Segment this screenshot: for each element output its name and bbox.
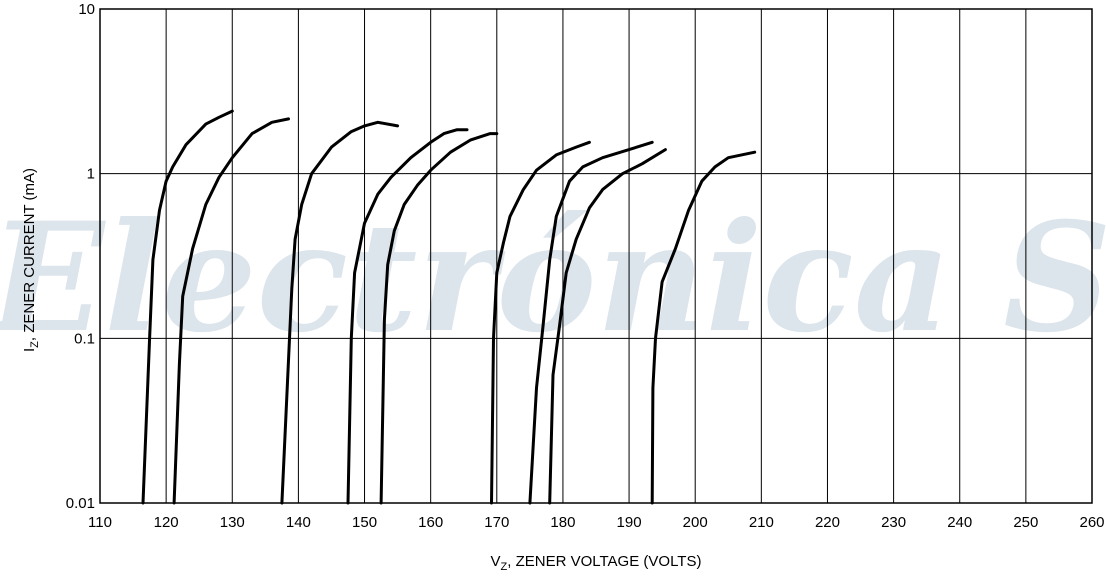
series-line-4 xyxy=(346,128,469,505)
x-tick-label: 140 xyxy=(286,514,311,531)
x-tick-label: 240 xyxy=(947,514,972,531)
y-tick-labels: 0.01 0.1 1 10 xyxy=(66,1,95,512)
x-tick-labels: 110 120 130 140 150 160 170 180 190 200 210 220 230 2… xyxy=(88,514,1104,531)
x-tick-label: 160 xyxy=(418,514,443,531)
x-tick-label: 180 xyxy=(550,514,575,531)
series-line-8 xyxy=(548,148,667,505)
x-tick-label: 190 xyxy=(617,514,642,531)
y-tick-label: 0.1 xyxy=(74,330,95,347)
x-tick-label: 210 xyxy=(749,514,774,531)
x-tick-label: 230 xyxy=(881,514,906,531)
y-tick-label: 1 xyxy=(87,166,95,183)
x-tick-label: 130 xyxy=(220,514,245,531)
series-line-5 xyxy=(379,132,499,505)
x-tick-label: 110 xyxy=(88,514,112,531)
y-axis-label: IZ, ZENER CURRENT (mA) xyxy=(21,168,41,352)
x-tick-label: 260 xyxy=(1079,514,1104,531)
x-axis-label: VZ, ZENER VOLTAGE (VOLTS) xyxy=(491,553,702,573)
series-line-6 xyxy=(490,140,591,505)
x-tick-label: 200 xyxy=(683,514,708,531)
series-line-3 xyxy=(280,120,400,505)
series-line-1 xyxy=(141,109,234,505)
y-tick-label: 10 xyxy=(78,1,95,18)
watermark-text: Electrónica S.A. de C.V. xyxy=(0,190,1106,366)
plot-frame xyxy=(99,8,1093,504)
series-line-7 xyxy=(528,140,654,505)
x-tick-label: 150 xyxy=(352,514,377,531)
y-tick-label: 0.01 xyxy=(66,495,95,512)
x-tick-label: 220 xyxy=(815,514,840,531)
x-tick-label: 170 xyxy=(484,514,509,531)
x-tick-label: 250 xyxy=(1013,514,1038,531)
series-line-9 xyxy=(650,150,757,505)
series-line-2 xyxy=(172,117,290,505)
series-layer xyxy=(141,109,757,505)
x-tick-label: 120 xyxy=(154,514,179,531)
